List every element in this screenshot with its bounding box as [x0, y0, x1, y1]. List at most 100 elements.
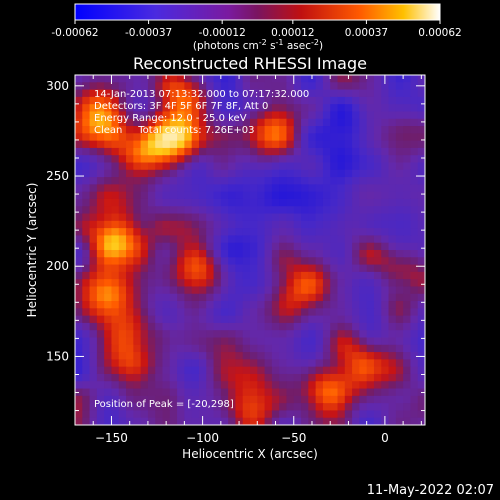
heatmap-cell [220, 169, 229, 178]
heatmap-cell [155, 96, 164, 105]
heatmap-cell [308, 322, 317, 331]
heatmap-cell [322, 381, 331, 390]
heatmap-cell [162, 322, 171, 331]
heatmap-cell [213, 381, 222, 390]
heatmap-cell [250, 286, 258, 295]
heatmap-cell [177, 162, 185, 171]
heatmap-cell [104, 177, 113, 185]
heatmap-cell [147, 118, 156, 127]
heatmap-cell [242, 264, 251, 273]
heatmap-cell [250, 242, 258, 251]
heatmap-cell [264, 264, 273, 273]
heatmap-cell [359, 403, 368, 412]
heatmap-cell [133, 169, 142, 178]
heatmap-cell [191, 286, 200, 295]
heatmap-cell [330, 126, 339, 134]
heatmap-cell [155, 337, 164, 346]
heatmap-cell [395, 191, 404, 200]
heatmap-cell [184, 410, 193, 419]
heatmap-cell [96, 286, 105, 295]
heatmap-cell [75, 155, 83, 164]
heatmap-cell [373, 403, 382, 412]
heatmap-cell [111, 388, 120, 397]
heatmap-cell [271, 184, 280, 193]
heatmap-cell [169, 322, 178, 331]
heatmap-cell [169, 111, 178, 120]
heatmap-cell [242, 279, 251, 288]
heatmap-cell [322, 301, 331, 309]
heatmap-cell [373, 191, 382, 200]
heatmap-cell [344, 373, 353, 382]
heatmap-cell [250, 293, 258, 302]
heatmap-cell [198, 235, 207, 244]
heatmap-cell [395, 177, 404, 185]
heatmap-cell [126, 111, 134, 120]
heatmap-cell [301, 381, 309, 390]
heatmap-cell [366, 191, 375, 200]
heatmap-cell [126, 301, 134, 309]
heatmap-cell [191, 184, 200, 193]
heatmap-cell [395, 213, 404, 222]
heatmap-cell [308, 82, 317, 91]
heatmap-cell [373, 417, 382, 425]
heatmap-cell [177, 381, 185, 390]
heatmap-cell [250, 198, 258, 207]
heatmap-cell [206, 118, 215, 127]
heatmap-cell [337, 293, 346, 302]
heatmap-cell [410, 242, 419, 251]
heatmap-cell [279, 337, 288, 346]
heatmap-cell [330, 184, 339, 193]
heatmap-cell [198, 111, 207, 120]
heatmap-cell [388, 169, 397, 178]
heatmap-cell [162, 220, 171, 229]
heatmap-cell [344, 133, 353, 142]
heatmap-cell [330, 322, 339, 331]
heatmap-cell [220, 155, 229, 164]
heatmap-cell [147, 395, 156, 404]
heatmap-cell [381, 162, 390, 171]
heatmap-cell [373, 133, 382, 142]
heatmap-cell [373, 264, 382, 273]
heatmap-cell [82, 111, 91, 120]
heatmap-cell [184, 162, 193, 171]
heatmap-cell [403, 228, 412, 237]
heatmap-cell [279, 147, 288, 156]
heatmap-cell [104, 235, 113, 244]
heatmap-cell [250, 373, 258, 382]
heatmap-cell [264, 96, 273, 105]
heatmap-cell [235, 220, 244, 229]
colorbar-tick-label: -0.00062 [51, 27, 98, 39]
heatmap-cell [271, 191, 280, 200]
heatmap-cell [75, 257, 83, 266]
heatmap-cell [315, 162, 324, 171]
heatmap-cell [293, 155, 302, 164]
heatmap-cell [264, 359, 273, 368]
heatmap-cell [257, 388, 266, 397]
heatmap-cell [308, 271, 317, 280]
heatmap-cell [184, 337, 193, 346]
heatmap-cell [417, 169, 425, 178]
heatmap-cell [395, 301, 404, 309]
heatmap-cell [235, 104, 244, 113]
heatmap-cell [147, 344, 156, 353]
heatmap-cell [308, 286, 317, 295]
heatmap-cell [366, 315, 375, 324]
heatmap-cell [308, 315, 317, 324]
x-tick-label: −150 [95, 431, 128, 445]
heatmap-cell [191, 322, 200, 331]
heatmap-cell [162, 133, 171, 142]
heatmap-cell [403, 140, 412, 149]
heatmap-cell [293, 381, 302, 390]
heatmap-cell [191, 410, 200, 419]
heatmap-cell [228, 111, 237, 120]
heatmap-cell [344, 104, 353, 113]
heatmap-cell [417, 359, 425, 368]
heatmap-cell [308, 235, 317, 244]
heatmap-cell [366, 213, 375, 222]
heatmap-cell [147, 126, 156, 134]
heatmap-cell [126, 271, 134, 280]
heatmap-cell [169, 133, 178, 142]
heatmap-cell [162, 162, 171, 171]
heatmap-cell [279, 162, 288, 171]
heatmap-cell [213, 228, 222, 237]
